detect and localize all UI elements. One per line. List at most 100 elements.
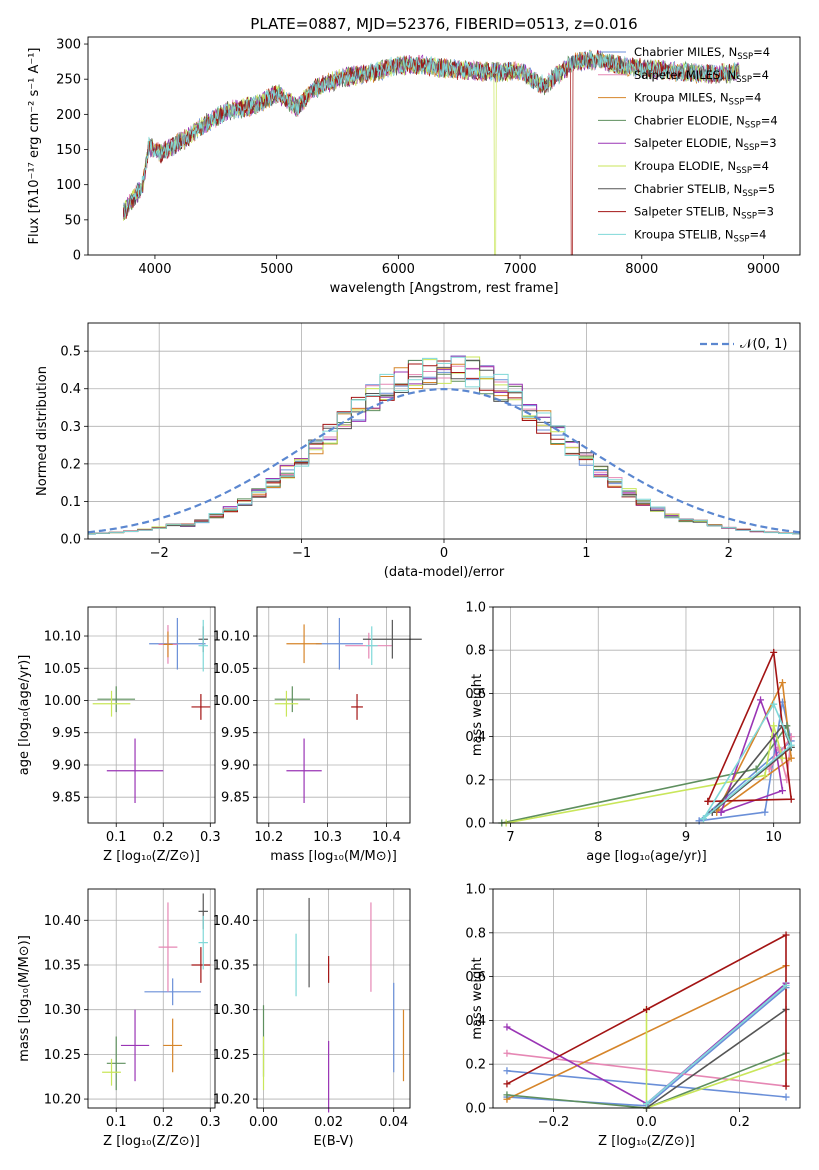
- legend-entry: Chabrier ELODIE, NSSP=4: [634, 113, 778, 130]
- weights_vs_Z-panel: −0.2 0.0 0.2 0.0 0.2 0.4 0.6 0.8 1.0 Z [log₁₀(Z/Z…: [465, 883, 801, 1149]
- y-tick-label: 10.25: [213, 1048, 250, 1063]
- x-tick-label: 9000: [747, 262, 780, 277]
- weight-marker: [700, 815, 708, 823]
- legend-entry: Kroupa ELODIE, NSSP=4: [634, 159, 769, 176]
- mass_vs_ebv-panel: 0.00 0.02 0.04 10.20 10.25 10.30 10.35 10.40 E(B…: [213, 888, 411, 1149]
- spectrum-panel: 4000 5000 6000 7000 8000 9000 0 50 100 150 200 250 3…: [27, 36, 801, 296]
- y-tick-label: 0.4: [465, 1014, 486, 1029]
- y-tick-label: 0.0: [60, 533, 81, 548]
- legend-entry: Salpeter ELODIE, NSSP=3: [634, 136, 777, 153]
- figure-title: PLATE=0887, MJD=52376, FIBERID=0513, z=0…: [250, 15, 637, 33]
- y-axis-label: age [log₁₀(age/yr)]: [17, 655, 32, 776]
- y-tick-label: 0.4: [60, 382, 81, 397]
- x-tick-label: 0.0: [636, 1115, 657, 1130]
- y-tick-label: 10.10: [213, 630, 250, 645]
- x-axis-label: wavelength [Angstrom, rest frame]: [330, 281, 559, 296]
- x-tick-label: 7000: [504, 262, 537, 277]
- weight-marker: [765, 765, 773, 773]
- histogram-step: [88, 356, 800, 535]
- y-tick-label: 9.95: [52, 726, 81, 741]
- y-tick-label: 0.2: [465, 773, 486, 788]
- x-tick-label: 10.2: [254, 830, 283, 845]
- axes-frame: [87, 322, 801, 540]
- weight-marker: [761, 808, 769, 816]
- weight-marker: [782, 1082, 790, 1090]
- weight-marker: [643, 1100, 650, 1108]
- weight-marker: [770, 722, 778, 730]
- weight-marker: [761, 771, 769, 779]
- x-tick-label: 7: [506, 830, 514, 845]
- y-tick-label: 50: [64, 213, 81, 228]
- weight-marker: [770, 648, 778, 656]
- x-tick-label: 2: [725, 546, 733, 561]
- y-tick-label: 1.0: [465, 601, 486, 616]
- y-tick-label: 10.30: [213, 1003, 250, 1018]
- legend-entry: Salpeter MILES, NSSP=4: [634, 68, 769, 85]
- y-tick-label: 0.2: [465, 1058, 486, 1073]
- x-tick-label: 6000: [382, 262, 415, 277]
- x-tick-label: 0.3: [200, 830, 221, 845]
- weight-marker: [778, 679, 786, 687]
- weight-marker: [704, 797, 712, 805]
- weight-marker: [503, 1091, 511, 1099]
- y-tick-label: 10.05: [213, 662, 250, 677]
- x-tick-label: 4000: [138, 262, 171, 277]
- y-tick-label: 250: [56, 73, 81, 88]
- x-axis-label: (data-model)/error: [384, 565, 505, 580]
- x-tick-label: 0.2: [729, 1115, 750, 1130]
- legend-entry: Kroupa MILES, NSSP=4: [634, 91, 761, 108]
- x-tick-label: 0.04: [379, 1115, 408, 1130]
- x-tick-label: 0.02: [314, 1115, 343, 1130]
- age_vs_Z-panel: 0.1 0.2 0.3 9.85 9.90 9.95 10.00 10.05 10.10 Z [l…: [17, 606, 221, 864]
- x-tick-label: 0.00: [249, 1115, 278, 1130]
- weight-line: [702, 702, 793, 820]
- weights_vs_age-panel: 7 8 9 10 0.0 0.2 0.4 0.6 0.8 1.0 age [log₁₀(age/yr…: [465, 601, 801, 864]
- x-tick-label: 9: [682, 830, 690, 845]
- x-axis-label: mass [log₁₀(M/M⊙)]: [270, 849, 397, 864]
- y-tick-label: 0.2: [60, 457, 81, 472]
- x-tick-label: 1: [582, 546, 590, 561]
- x-tick-label: −1: [292, 546, 311, 561]
- mass_vs_Z-panel: 0.1 0.2 0.3 10.20 10.25 10.30 10.35 10.40 Z [log…: [17, 888, 221, 1149]
- y-tick-label: 9.90: [52, 758, 81, 773]
- x-tick-label: 0.2: [153, 830, 174, 845]
- weight-marker: [787, 754, 795, 762]
- y-tick-label: 10.20: [44, 1093, 81, 1108]
- x-tick-label: 0.2: [153, 1115, 174, 1130]
- y-tick-label: 10.00: [44, 694, 81, 709]
- y-tick-label: 10.40: [44, 914, 81, 929]
- y-tick-label: 10.10: [44, 630, 81, 645]
- axes-frame: [492, 888, 801, 1109]
- weight-marker: [643, 1005, 650, 1013]
- weight-line: [501, 723, 792, 824]
- weight-marker: [782, 931, 790, 939]
- axes-frame: [492, 606, 801, 824]
- y-tick-label: 9.95: [221, 726, 250, 741]
- weight-marker: [770, 700, 778, 708]
- y-tick-label: 0.6: [465, 970, 486, 985]
- weight-line: [715, 679, 793, 813]
- y-tick-label: 9.85: [221, 791, 250, 806]
- y-tick-label: 10.20: [213, 1093, 250, 1108]
- x-tick-label: 0.3: [200, 1115, 221, 1130]
- y-tick-label: 10.35: [213, 958, 250, 973]
- weight-line: [646, 1008, 787, 1109]
- legend-entry: Kroupa STELIB, NSSP=4: [634, 227, 766, 244]
- weight-marker: [503, 1023, 511, 1031]
- y-tick-label: 10.25: [44, 1048, 81, 1063]
- weight-marker: [778, 754, 786, 762]
- y-axis-label: Flux [fλ10⁻¹⁷ erg cm⁻² s⁻¹ A⁻¹]: [27, 48, 42, 245]
- weight-marker: [778, 787, 786, 795]
- x-axis-label: Z [log₁₀(Z/Z⊙)]: [598, 1134, 695, 1149]
- x-axis-label: Z [log₁₀(Z/Z⊙)]: [103, 1134, 200, 1149]
- axes-frame: [256, 888, 411, 1109]
- y-tick-label: 0.1: [60, 495, 81, 510]
- legend-entry: Salpeter STELIB, NSSP=3: [634, 205, 774, 222]
- y-tick-label: 0.3: [60, 420, 81, 435]
- y-axis-label: mass [log₁₀(M/M⊙)]: [17, 935, 32, 1062]
- weight-marker: [782, 981, 790, 989]
- y-tick-label: 9.90: [221, 758, 250, 773]
- y-tick-label: 0.0: [465, 817, 486, 832]
- spectrum-line: [122, 49, 740, 218]
- y-tick-label: 150: [56, 143, 81, 158]
